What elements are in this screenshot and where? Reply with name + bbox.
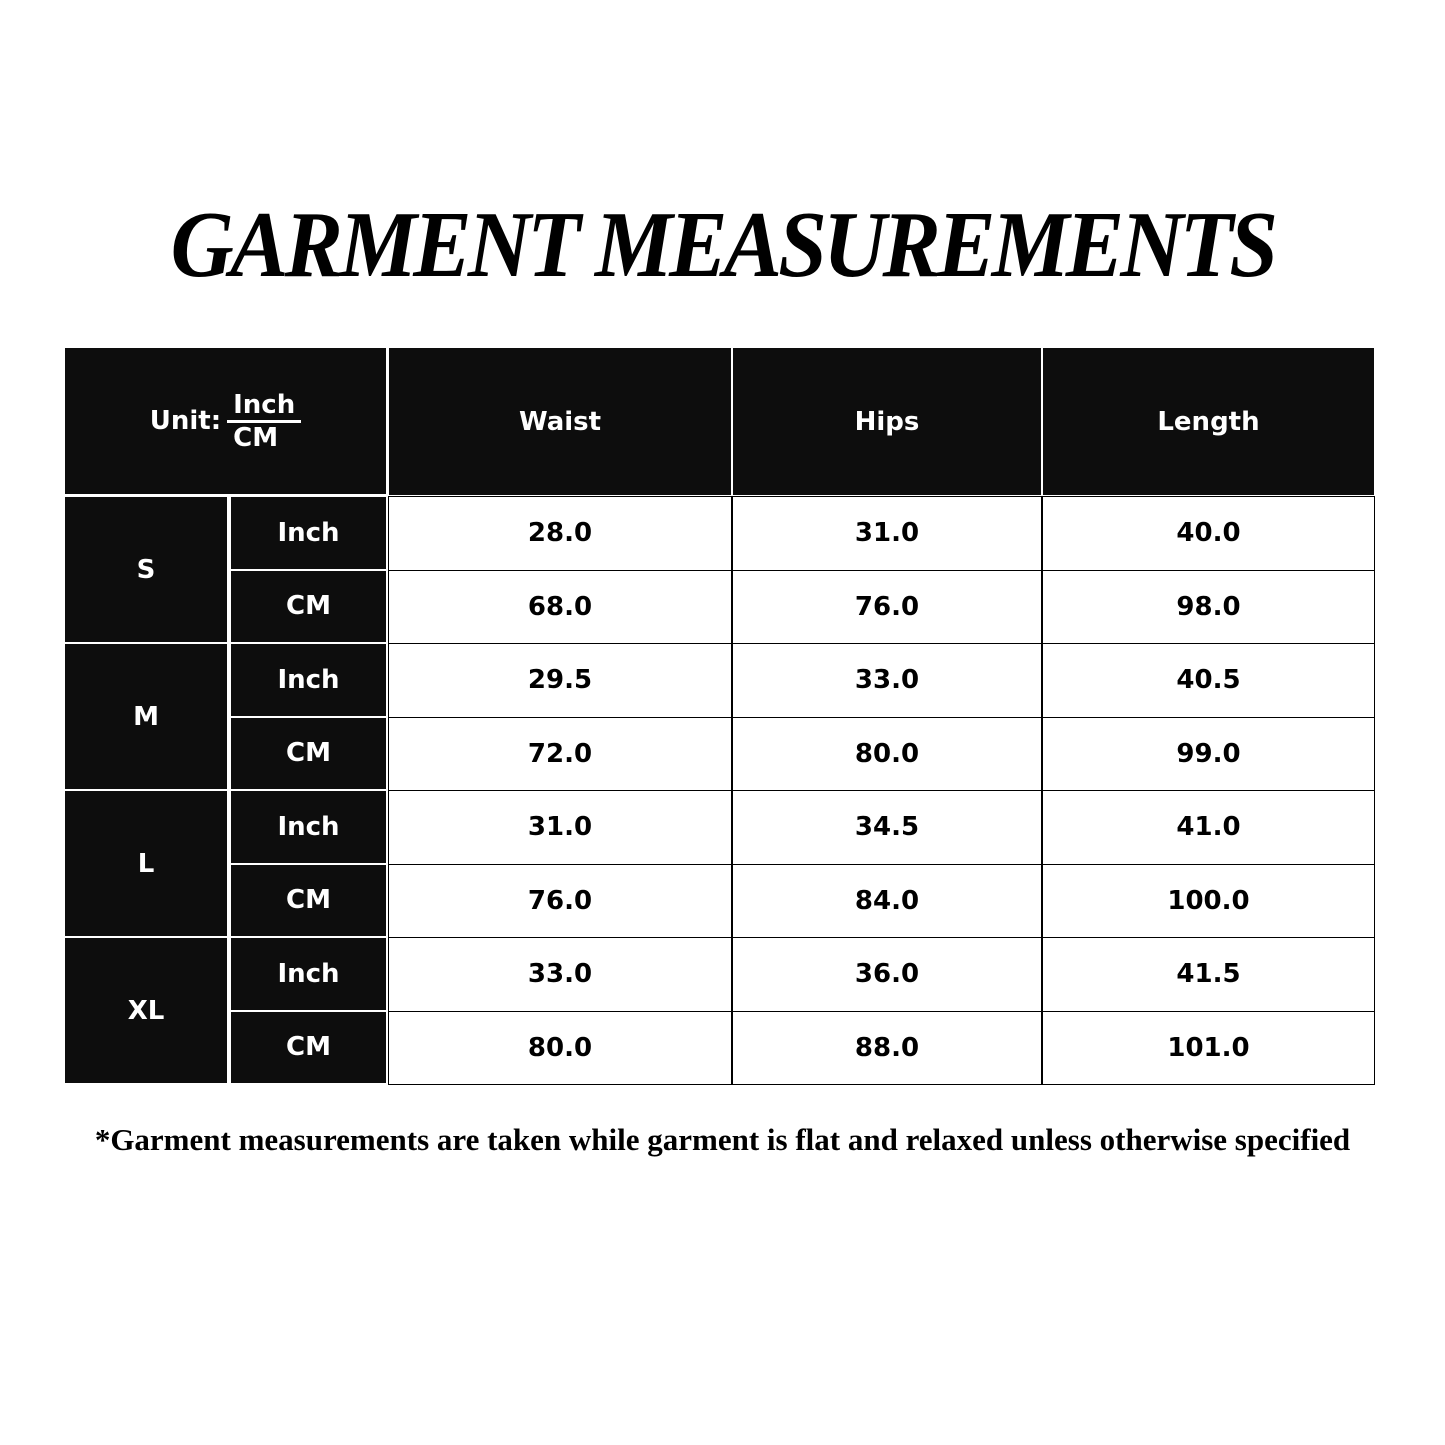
unit-label: CM [231, 1011, 386, 1083]
hips-value: 76.0 [732, 569, 1042, 644]
hips-value: 31.0 [732, 496, 1042, 571]
waist-value: 68.0 [388, 569, 732, 644]
waist-value: 28.0 [388, 496, 732, 571]
length-value: 100.0 [1042, 863, 1375, 938]
hips-value: 34.5 [732, 790, 1042, 865]
length-value: 40.0 [1042, 496, 1375, 571]
length-value: 101.0 [1042, 1010, 1375, 1085]
footnote: *Garment measurements are taken while ga… [94, 1122, 1351, 1157]
unit-label: CM [231, 570, 386, 642]
waist-value: 29.5 [388, 643, 732, 718]
waist-value: 76.0 [388, 863, 732, 938]
unit-label: CM [231, 717, 386, 789]
length-value: 99.0 [1042, 716, 1375, 791]
waist-value: 33.0 [388, 937, 732, 1012]
column-header-hips: Hips [733, 348, 1041, 495]
page-title: GARMENT MEASUREMENTS [170, 193, 1278, 297]
length-value: 41.5 [1042, 937, 1375, 1012]
length-value: 41.0 [1042, 790, 1375, 865]
unit-fraction: Inch CM [227, 390, 302, 453]
unit-top: Inch [227, 390, 302, 423]
size-label-m: M [65, 644, 227, 789]
unit-bottom: CM [233, 422, 279, 453]
unit-label: Inch [231, 938, 386, 1010]
length-value: 40.5 [1042, 643, 1375, 718]
waist-value: 72.0 [388, 716, 732, 791]
unit-label: Inch [231, 497, 386, 569]
unit-label: Inch [231, 644, 386, 716]
size-chart-table: Unit: Inch CM Waist Hips Length S Inch 28.0 31… [65, 348, 1375, 1085]
column-header-length: Length [1043, 348, 1374, 495]
size-label-xl: XL [65, 938, 227, 1083]
unit-label: CM [231, 864, 386, 936]
unit-label: Unit: [149, 406, 222, 436]
hips-value: 36.0 [732, 937, 1042, 1012]
hips-value: 80.0 [732, 716, 1042, 791]
unit-label: Inch [231, 791, 386, 863]
hips-value: 33.0 [732, 643, 1042, 718]
waist-value: 31.0 [388, 790, 732, 865]
size-label-l: L [65, 791, 227, 936]
unit-header-cell: Unit: Inch CM [65, 348, 386, 494]
waist-value: 80.0 [388, 1010, 732, 1085]
length-value: 98.0 [1042, 569, 1375, 644]
size-label-s: S [65, 497, 227, 642]
hips-value: 88.0 [732, 1010, 1042, 1085]
column-header-waist: Waist [389, 348, 731, 495]
hips-value: 84.0 [732, 863, 1042, 938]
